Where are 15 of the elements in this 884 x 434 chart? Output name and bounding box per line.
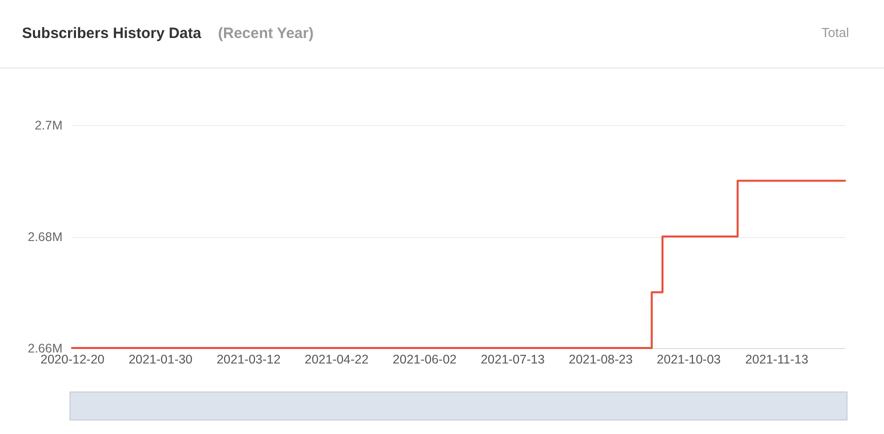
- x-tick-label: 2021-08-23: [568, 352, 633, 366]
- y-tick-label: 2.68M: [28, 230, 62, 244]
- chart-title: Subscribers History Data: [22, 25, 202, 42]
- x-tick-label: 2021-01-30: [128, 352, 193, 366]
- text: Total: [822, 25, 850, 40]
- x-tick-label: 2021-06-02: [392, 352, 457, 366]
- x-tick-label: 2021-03-12: [216, 352, 281, 366]
- chart-subtitle: (Recent Year): [218, 25, 314, 42]
- x-tick-label: 2020-12-20: [40, 352, 105, 366]
- x-tick-label: 2021-11-13: [745, 352, 808, 366]
- y-tick-label: 2.66M: [28, 342, 62, 356]
- y-tick-label: 2.7M: [34, 118, 62, 132]
- x-tick-label: 2021-07-13: [480, 352, 545, 366]
- x-tick-label: 2021-04-22: [304, 352, 369, 366]
- x-tick-label: 2021-10-03: [656, 352, 721, 366]
